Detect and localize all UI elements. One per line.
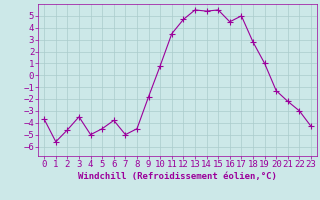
X-axis label: Windchill (Refroidissement éolien,°C): Windchill (Refroidissement éolien,°C) <box>78 172 277 181</box>
